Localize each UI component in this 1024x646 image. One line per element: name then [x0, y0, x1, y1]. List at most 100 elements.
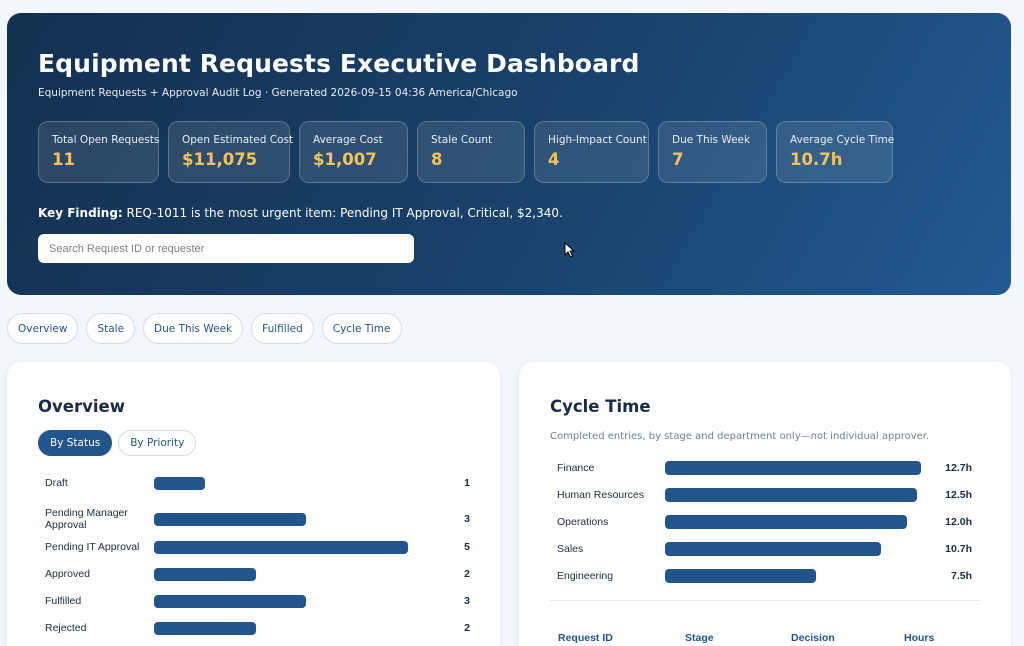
kpi-total-open: Total Open Requests 11	[38, 121, 159, 183]
department-label: Operations	[557, 516, 609, 528]
status-bar	[154, 621, 256, 635]
status-label: Rejected	[45, 622, 87, 634]
mouse-cursor-icon	[564, 242, 576, 258]
cycle-bar	[665, 461, 921, 475]
kpi-label: Stale Count	[431, 134, 493, 146]
kpi-high-impact: High-Impact Count 4	[534, 121, 649, 183]
cycle-bar	[665, 542, 881, 556]
cycle-time-subtitle: Completed entries, by stage and departme…	[550, 431, 930, 442]
status-row: Draft 1	[45, 476, 470, 490]
status-bar	[154, 540, 408, 554]
department-label: Human Resources	[557, 489, 644, 501]
kpi-value: 4	[548, 150, 560, 169]
status-count: 5	[464, 541, 470, 553]
status-label: Pending Manager Approval	[45, 507, 128, 531]
tab-fulfilled[interactable]: Fulfilled	[251, 313, 314, 344]
status-bar-track	[154, 540, 408, 554]
column-header-stage[interactable]: Stage	[685, 632, 714, 644]
key-finding-text: REQ-1011 is the most urgent item: Pendin…	[126, 206, 563, 220]
status-label: Draft	[45, 477, 68, 489]
cycle-bar	[665, 569, 817, 583]
cycle-hours: 12.5h	[945, 489, 972, 501]
overview-card: Overview By Status By Priority Draft 1 Pen…	[7, 362, 500, 646]
cycle-time-title: Cycle Time	[550, 397, 651, 416]
kpi-value: 8	[431, 150, 443, 169]
kpi-average-cycle-time: Average Cycle Time 10.7h	[776, 121, 895, 183]
status-count: 3	[464, 513, 470, 525]
kpi-value: 11	[52, 150, 75, 169]
kpi-value: $1,007	[313, 150, 377, 169]
status-bar-track	[154, 512, 408, 526]
kpi-value: $11,075	[182, 150, 258, 169]
by-priority-button[interactable]: By Priority	[118, 430, 197, 456]
cycle-bar	[665, 515, 907, 529]
kpi-label: Open Estimated Cost	[182, 134, 294, 146]
page-title: Equipment Requests Executive Dashboard	[38, 49, 640, 78]
cycle-bar	[665, 488, 917, 502]
kpi-label: Average Cycle Time	[790, 134, 895, 146]
status-bar	[154, 594, 307, 608]
status-count: 1	[464, 477, 470, 489]
key-finding: Key Finding: REQ-1011 is the most urgent…	[38, 206, 563, 220]
cycle-bar-track	[665, 488, 921, 502]
view-tabs: Overview Stale Due This Week Fulfilled C…	[7, 313, 402, 344]
kpi-label: Due This Week	[672, 134, 751, 146]
department-label: Sales	[557, 543, 584, 555]
divider	[550, 600, 980, 601]
status-count: 2	[464, 622, 470, 634]
cycle-bar-track	[665, 569, 921, 583]
department-row: Operations 12.0h	[557, 515, 972, 529]
kpi-open-cost: Open Estimated Cost $11,075	[168, 121, 294, 183]
kpi-stale-count: Stale Count 8	[417, 121, 525, 183]
status-bar-track	[154, 621, 408, 635]
tab-due-this-week[interactable]: Due This Week	[143, 313, 244, 344]
status-bar-track	[154, 567, 408, 581]
cycle-hours: 10.7h	[945, 543, 972, 555]
status-count: 2	[464, 568, 470, 580]
kpi-average-cost: Average Cost $1,007	[299, 121, 408, 183]
status-row: Pending IT Approval 5	[45, 540, 470, 554]
cycle-time-card: Cycle Time Completed entries, by stage a…	[519, 362, 1011, 646]
search-input[interactable]	[38, 234, 414, 263]
status-bar-track	[154, 594, 408, 608]
department-label: Engineering	[557, 570, 614, 582]
status-bar	[154, 567, 256, 581]
cycle-hours: 12.7h	[945, 462, 972, 474]
cycle-hours: 7.5h	[950, 570, 972, 582]
cycle-bar-track	[665, 542, 921, 556]
cycle-hours: 12.0h	[945, 516, 972, 528]
kpi-value: 7	[672, 150, 684, 169]
kpi-label: High-Impact Count	[548, 134, 647, 146]
overview-title: Overview	[38, 397, 125, 416]
tab-stale[interactable]: Stale	[86, 313, 136, 344]
tab-overview[interactable]: Overview	[7, 313, 79, 344]
status-label: Fulfilled	[45, 595, 82, 607]
by-status-button[interactable]: By Status	[38, 430, 113, 456]
cycle-bar-track	[665, 515, 921, 529]
column-header-request-id[interactable]: Request ID	[558, 632, 613, 644]
kpi-value: 10.7h	[790, 150, 843, 169]
status-bar	[154, 476, 205, 490]
tab-cycle-time[interactable]: Cycle Time	[321, 313, 402, 344]
department-row: Finance 12.7h	[557, 461, 972, 475]
department-label: Finance	[557, 462, 595, 474]
hero-header: Equipment Requests Executive Dashboard E…	[7, 13, 1011, 295]
status-count: 3	[464, 595, 470, 607]
status-row: Rejected 2	[45, 621, 470, 635]
status-row: Fulfilled 3	[45, 594, 470, 608]
overview-toggle: By Status By Priority	[38, 430, 197, 456]
department-row: Sales 10.7h	[557, 542, 972, 556]
status-label: Approved	[45, 568, 90, 580]
kpi-label: Average Cost	[313, 134, 383, 146]
kpi-due-this-week: Due This Week 7	[658, 121, 767, 183]
kpi-label: Total Open Requests	[52, 134, 160, 146]
cycle-bar-track	[665, 461, 921, 475]
column-header-decision[interactable]: Decision	[791, 632, 835, 644]
department-row: Human Resources 12.5h	[557, 488, 972, 502]
status-row: Approved 2	[45, 567, 470, 581]
page-subtitle: Equipment Requests + Approval Audit Log …	[38, 87, 518, 99]
status-bar	[154, 512, 307, 526]
status-bar-track	[154, 476, 408, 490]
column-header-hours[interactable]: Hours	[904, 632, 935, 644]
department-row: Engineering 7.5h	[557, 569, 972, 583]
